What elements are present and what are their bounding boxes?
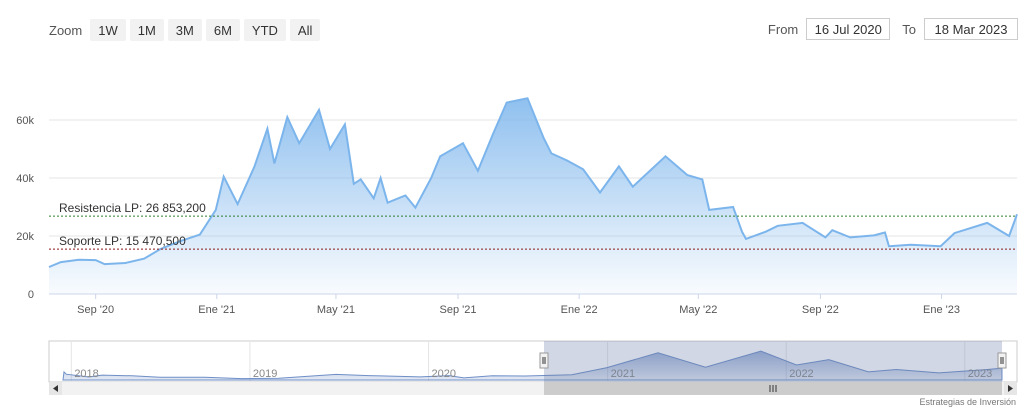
y-axis: 0 20k 40k 60k (16, 115, 34, 301)
arrow-left-icon (53, 385, 58, 392)
x-axis: Sep '20 Ene '21 May '21 Sep '21 Ene '22 May '… (77, 294, 960, 316)
scrollbar[interactable] (49, 382, 1017, 395)
x-tick-label-0: Sep '20 (77, 304, 114, 316)
price-line (48, 97, 1018, 268)
y-tick-label-1: 20k (16, 231, 34, 243)
y-tick-label-2: 40k (16, 173, 34, 185)
zoom-button-1m[interactable]: 1M (129, 19, 164, 41)
price-area (49, 98, 1017, 294)
zoom-button-ytd[interactable]: YTD (243, 19, 286, 41)
x-tick-label-4: Ene '22 (561, 304, 598, 316)
y-tick-label-0: 0 (28, 289, 34, 301)
to-label: To (902, 21, 916, 37)
to-date-input[interactable]: 18 Mar 2023 (924, 18, 1018, 40)
navigator-selected-range[interactable] (544, 341, 1002, 382)
annotation-label-0: Resistencia LP: 26 853,200 (59, 201, 206, 215)
zoom-label: Zoom (49, 22, 83, 38)
from-date-input[interactable]: 16 Jul 2020 (806, 18, 891, 40)
level-annotations: Resistencia LP: 26 853,200 Soporte LP: 15… (49, 201, 1017, 250)
zoom-button-1w[interactable]: 1W (90, 19, 126, 41)
navigator-year-label-3: 2021 (611, 368, 635, 380)
zoom-bar: Zoom 1W 1M 3M 6M YTD All (49, 18, 321, 42)
navigator-area (62, 350, 1003, 381)
navigator-year-label-5: 2023 (968, 368, 992, 380)
x-tick-label-3: Sep '21 (440, 304, 477, 316)
navigator-year-label-0: 2018 (74, 368, 98, 380)
arrow-right-icon (1008, 385, 1013, 392)
navigator-left-handle[interactable] (539, 352, 549, 369)
navigator-right-handle[interactable] (997, 352, 1007, 369)
annotation-label-1: Soporte LP: 15 470,500 (59, 234, 186, 248)
x-tick-label-6: Sep '22 (802, 304, 839, 316)
zoom-button-3m[interactable]: 3M (167, 19, 202, 41)
zoom-button-all[interactable]: All (289, 19, 321, 41)
zoom-button-6m[interactable]: 6M (205, 19, 240, 41)
navigator-year-label-2: 2020 (432, 368, 456, 380)
from-label: From (767, 21, 799, 37)
x-tick-label-7: Ene '23 (923, 304, 960, 316)
chart-credit[interactable]: Estrategias de Inversión (919, 397, 1016, 407)
x-tick-label-2: May '21 (317, 304, 355, 316)
navigator-year-labels: 2018 2019 2020 2021 2022 2023 (74, 368, 992, 380)
y-tick-label-3: 60k (16, 115, 34, 127)
navigator-year-label-1: 2019 (253, 368, 277, 380)
x-tick-label-5: May '22 (679, 304, 717, 316)
x-tick-label-1: Ene '21 (198, 304, 235, 316)
navigator[interactable]: 2018 2019 2020 2021 2022 2023 (48, 340, 1018, 383)
navigator-year-label-4: 2022 (789, 368, 813, 380)
date-range: From 16 Jul 2020 To 18 Mar 2023 (768, 18, 1018, 40)
